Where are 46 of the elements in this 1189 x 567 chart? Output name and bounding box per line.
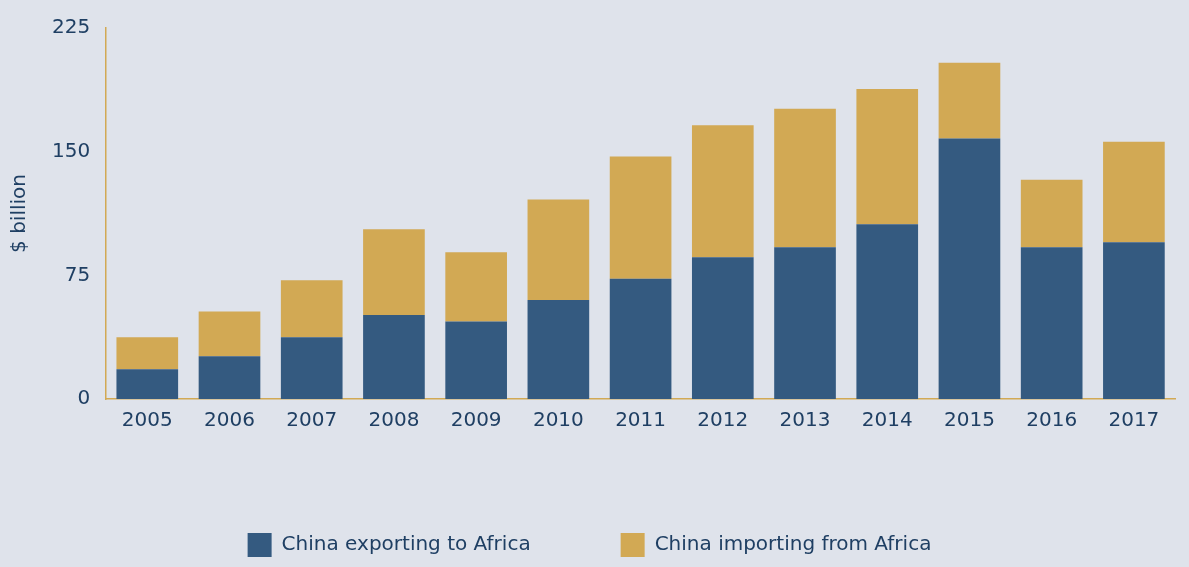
bar (774, 108, 836, 248)
legend-label: China importing from Africa (654, 531, 932, 556)
x-tick-label: 2013 (779, 407, 831, 432)
bar (1020, 179, 1083, 248)
legend-label: China exporting to Africa (281, 531, 531, 556)
bar (1020, 247, 1083, 399)
bar (280, 280, 343, 338)
bar (445, 252, 507, 322)
y-tick-label: 75 (64, 261, 91, 286)
x-tick-label: 2017 (1108, 407, 1160, 432)
x-tick-label: 2009 (450, 407, 502, 432)
bar (116, 337, 179, 370)
y-axis-title: $ billion (6, 174, 31, 253)
y-tick-label: 150 (51, 137, 91, 162)
bar (198, 311, 261, 357)
x-tick-label: 2010 (532, 407, 584, 432)
bar (116, 369, 179, 399)
bar (609, 278, 672, 399)
bar (1103, 141, 1165, 243)
bar (856, 89, 919, 225)
x-tick-label: 2016 (1026, 407, 1078, 432)
bar (938, 62, 1001, 139)
x-tick-label: 2006 (204, 407, 255, 432)
bar (445, 321, 507, 399)
bar (691, 257, 754, 399)
y-tick-label: 0 (77, 385, 91, 410)
bar (691, 125, 754, 258)
x-tick-label: 2007 (286, 407, 338, 432)
x-tick-label: 2012 (697, 407, 749, 432)
x-tick-label: 2008 (368, 407, 420, 432)
bar (938, 138, 1001, 399)
x-tick-label: 2014 (861, 407, 913, 432)
bar (1103, 242, 1165, 399)
bar (198, 356, 261, 399)
bar (609, 156, 672, 279)
bar (856, 224, 919, 399)
bar (363, 229, 425, 315)
x-tick-label: 2015 (944, 407, 995, 432)
bar (774, 247, 836, 399)
x-tick-label: 2011 (615, 407, 667, 432)
bar (363, 314, 425, 399)
bar (527, 199, 590, 301)
bar (280, 337, 343, 399)
y-tick-label: 225 (51, 14, 91, 39)
bar (527, 300, 590, 399)
x-tick-label: 2005 (121, 407, 173, 432)
